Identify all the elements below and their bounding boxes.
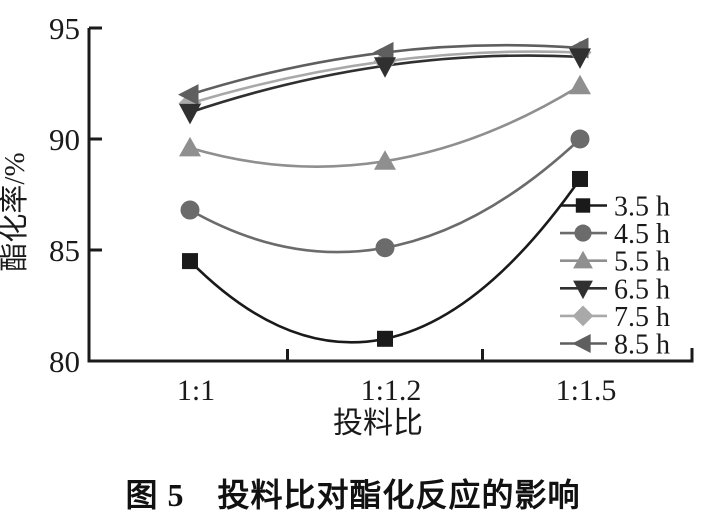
y-tick-label: 85 (49, 233, 80, 268)
triangle-up-icon (374, 150, 396, 170)
y-tick-label: 80 (49, 344, 80, 379)
legend-label: 8.5 h (614, 330, 670, 361)
triangle-up-icon (179, 136, 201, 157)
series-line-3.5h (189, 178, 582, 344)
y-tick-label: 95 (49, 11, 80, 46)
circle-icon (180, 200, 200, 220)
triangle-down-icon (374, 57, 396, 78)
square-icon (377, 330, 393, 347)
square-icon (575, 198, 591, 213)
legend-label: 7.5 h (614, 302, 670, 333)
circle-icon (375, 238, 395, 258)
y-axis-label: 酯化率/% (0, 152, 31, 271)
y-tick-label: 90 (49, 122, 80, 157)
triangle-left-icon (178, 84, 199, 106)
square-icon (572, 170, 588, 187)
x-axis-label: 投料比 (333, 407, 423, 440)
circle-icon (574, 224, 592, 242)
x-tick-label: 1:1 (177, 374, 215, 407)
triangle-left-icon (572, 334, 591, 353)
figure-caption: 图 5 投料比对酯化反应的影响 (125, 477, 581, 513)
x-tick-label: 1:1.2 (361, 374, 422, 407)
legend-label: 6.5 h (614, 274, 670, 305)
triangle-down-icon (179, 103, 201, 125)
square-icon (182, 253, 198, 270)
triangle-up-icon (569, 74, 591, 95)
x-tick-label: 1:1.5 (556, 374, 617, 407)
legend-label: 3.5 h (614, 192, 670, 223)
triangle-up-icon (573, 250, 593, 269)
triangle-down-icon (569, 48, 591, 69)
chart: 80 85 90 95 1:1 1:1.2 1:1.5 投料比 酯化率/% 3.5 h4.5 h5… (0, 11, 694, 440)
circle-icon (570, 129, 590, 149)
axis-frame (87, 28, 694, 363)
legend-label: 4.5 h (614, 219, 670, 250)
diamond-icon (572, 305, 594, 327)
triangle-down-icon (573, 280, 593, 300)
legend-label: 5.5 h (614, 247, 670, 278)
